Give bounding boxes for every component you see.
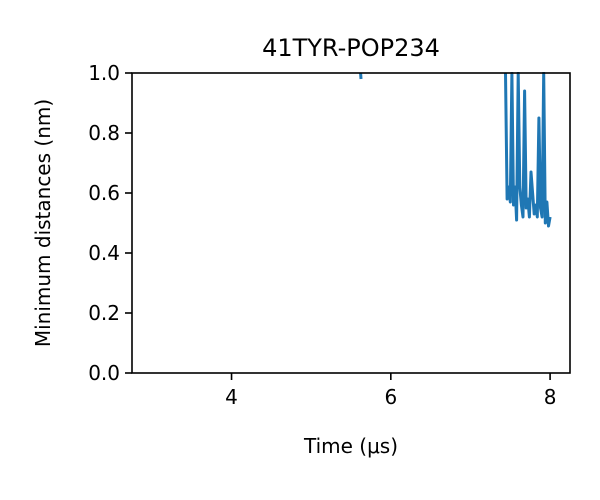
y-axis-title: Minimum distances (nm)	[31, 99, 55, 347]
x-axis-title: Time (μs)	[303, 434, 398, 458]
x-tick-label: 4	[225, 385, 238, 409]
y-tick-label: 1.0	[88, 61, 120, 85]
plot-frame	[131, 72, 571, 374]
y-ticks: 0.0 0.2 0.4 0.6 0.8 1.0	[88, 61, 132, 385]
y-tick-label: 0.8	[88, 121, 120, 145]
y-tick-label: 0.0	[88, 361, 120, 385]
y-tick-label: 0.6	[88, 181, 120, 205]
y-tick-label: 0.4	[88, 241, 120, 265]
chart-title: 41TYR-POP234	[262, 34, 440, 62]
x-tick-label: 6	[384, 385, 397, 409]
y-tick-label: 0.2	[88, 301, 120, 325]
x-ticks: 4 6 8	[225, 373, 556, 409]
series-line-segment	[504, 72, 552, 228]
plot-lines	[359, 72, 552, 228]
x-tick-label: 8	[544, 385, 557, 409]
